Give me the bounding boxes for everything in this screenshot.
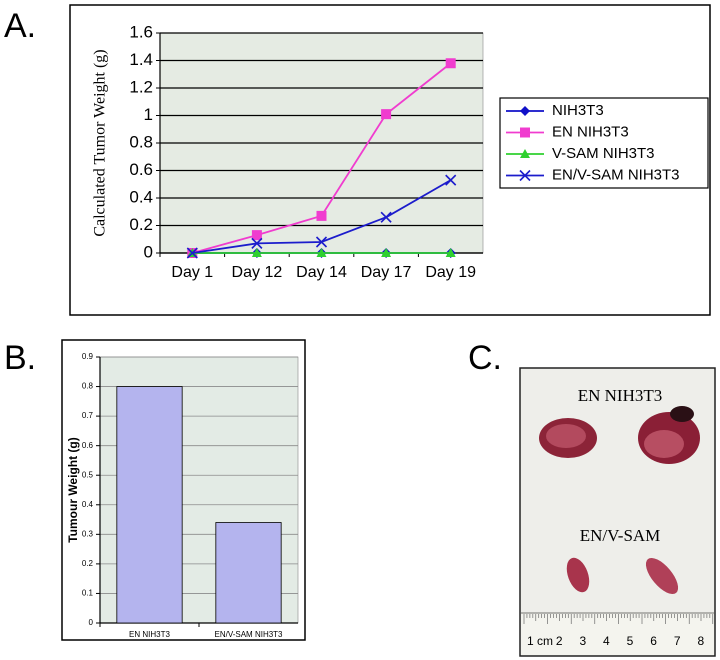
photo-label: EN/V-SAM <box>580 526 661 545</box>
x-tick-label: EN/V-SAM NIH3T3 <box>214 630 283 639</box>
ruler-label: 2 <box>556 634 563 648</box>
tumor <box>644 430 684 458</box>
marker <box>445 58 456 69</box>
y-tick-label: 0.9 <box>82 352 94 361</box>
y-tick-label: 0.3 <box>82 529 94 538</box>
marker <box>251 230 262 241</box>
tumor <box>566 557 590 593</box>
photo: 1 cm 2 3 4 5 6 7 8 EN NIH3T3 EN/V-SAM <box>519 367 716 657</box>
ruler-label: 7 <box>674 634 681 648</box>
marker <box>251 248 262 257</box>
legend-marker <box>520 149 530 158</box>
ruler <box>521 612 714 655</box>
x-tick-label: EN NIH3T3 <box>129 630 170 639</box>
bar <box>215 522 282 624</box>
y-tick-label: 1.4 <box>129 50 153 69</box>
tumor <box>670 406 694 422</box>
y-tick-label: 0.8 <box>82 382 94 391</box>
y-tick-label: 0.8 <box>129 132 153 151</box>
y-tick-label: 1 <box>144 105 153 124</box>
legend-label: V-SAM NIH3T3 <box>552 145 655 162</box>
ruler-label: 4 <box>603 634 610 648</box>
y-tick-label: 0.4 <box>129 187 153 206</box>
y-tick-label: 0 <box>144 242 153 261</box>
tumor <box>546 424 586 448</box>
ruler-label: 6 <box>650 634 657 648</box>
y-tick-label: 0.6 <box>129 160 153 179</box>
ruler-label: 8 <box>697 634 704 648</box>
marker <box>316 248 327 257</box>
tumor <box>645 557 679 595</box>
y-tick-label: 0.5 <box>82 470 94 479</box>
x-tick-label: Day 19 <box>425 264 476 281</box>
x-tick-label: Day 1 <box>171 264 213 281</box>
marker <box>315 236 328 248</box>
legend-box <box>499 97 709 189</box>
marker <box>251 237 263 249</box>
chart: 0 0.1 0.2 0.3 0.4 0.5 0.6 0.7 0.8 0.9 Tumour Weigh… <box>61 339 306 641</box>
legend-label: EN NIH3T3 <box>552 123 629 140</box>
y-tick-label: 1.2 <box>129 77 153 96</box>
panel-label: C. <box>468 339 502 377</box>
photo-label: EN NIH3T3 <box>578 386 663 405</box>
legend-label: EN/V-SAM NIH3T3 <box>552 166 680 183</box>
panel-label: B. <box>4 339 36 377</box>
legend-label: NIH3T3 <box>552 102 604 119</box>
marker <box>186 247 198 259</box>
y-tick-label: 0.1 <box>82 589 94 598</box>
x-tick-label: Day 17 <box>361 264 412 281</box>
marker <box>381 248 392 257</box>
y-tick-label: 1.6 <box>129 22 153 41</box>
marker <box>316 210 327 221</box>
y-axis-label: Tumour Weight (g) <box>66 437 80 543</box>
ruler-label: 5 <box>627 634 634 648</box>
ruler-label: 1 cm <box>527 634 553 648</box>
ruler-ticks: 1 cm 2 3 4 5 6 7 8 <box>521 612 714 648</box>
marker <box>381 109 392 120</box>
y-tick-label: 0.6 <box>82 441 94 450</box>
marker <box>380 211 392 223</box>
x-tick-label: Day 12 <box>232 264 283 281</box>
x-tick-label: Day 14 <box>296 264 347 281</box>
bar <box>116 386 183 624</box>
chart: 0 0.2 0.4 0.6 0.8 1 1.2 1.4 1.6 Calculated Tumor … <box>69 4 711 316</box>
legend-marker <box>520 106 530 116</box>
y-tick-label: 0.4 <box>82 500 94 509</box>
legend-marker <box>520 127 530 138</box>
ruler-label: 3 <box>579 634 586 648</box>
y-tick-label: 0.2 <box>129 215 153 234</box>
y-tick-label: 0.7 <box>82 411 94 420</box>
legend-marker <box>519 169 531 182</box>
panel-label: A. <box>4 7 36 45</box>
y-tick-label: 0 <box>89 618 94 627</box>
marker <box>445 174 457 186</box>
y-axis-label: Calculated Tumor Weight (g) <box>92 49 109 236</box>
y-tick-label: 0.2 <box>82 559 94 568</box>
marker <box>445 248 456 257</box>
